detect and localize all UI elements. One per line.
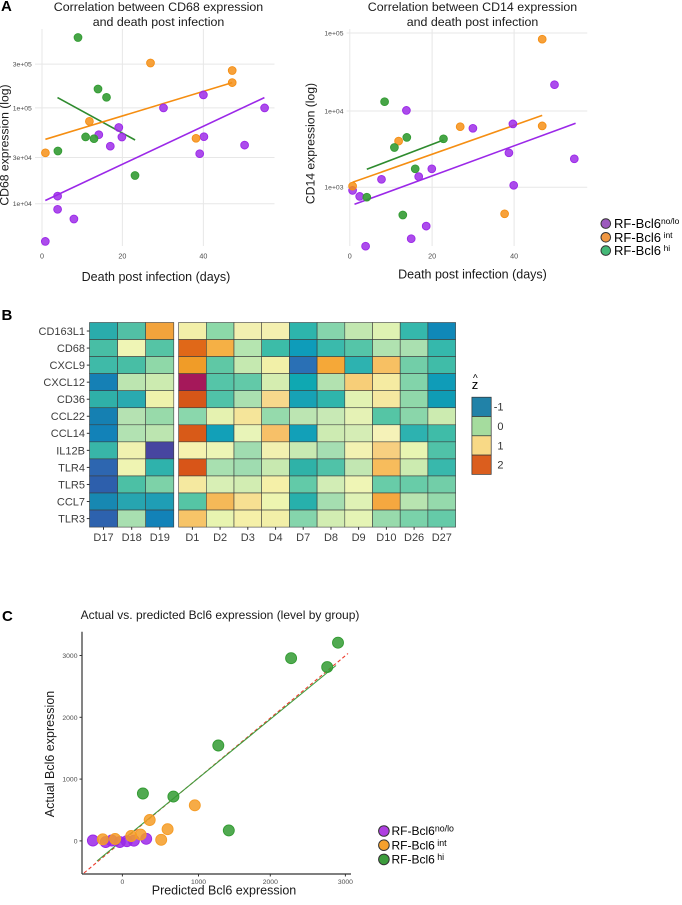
svg-text:3000: 3000 xyxy=(338,879,353,886)
svg-text:2000: 2000 xyxy=(62,715,77,722)
svg-text:Death post infection (days): Death post infection (days) xyxy=(82,270,231,284)
svg-text:0: 0 xyxy=(40,251,44,260)
svg-text:and death post infection: and death post infection xyxy=(93,15,225,29)
svg-text:CCL22: CCL22 xyxy=(51,411,85,423)
svg-text:D26: D26 xyxy=(404,532,424,544)
svg-text:1e+05: 1e+05 xyxy=(324,30,343,37)
svg-text:D3: D3 xyxy=(241,532,255,544)
svg-text:3000: 3000 xyxy=(62,653,77,660)
svg-text:1e+04: 1e+04 xyxy=(324,108,343,115)
svg-text:D7: D7 xyxy=(296,532,310,544)
svg-text:1e+04: 1e+04 xyxy=(13,201,32,208)
svg-text:Correlation between CD68 expre: Correlation between CD68 expression xyxy=(54,0,263,14)
svg-text:CD163L1: CD163L1 xyxy=(39,326,85,338)
svg-text:20: 20 xyxy=(428,251,436,260)
svg-text:D10: D10 xyxy=(376,532,396,544)
svg-text:CCL14: CCL14 xyxy=(51,428,85,440)
svg-text:IL12B: IL12B xyxy=(56,445,85,457)
svg-text:-1: -1 xyxy=(494,402,504,414)
svg-text:0: 0 xyxy=(74,838,78,845)
svg-text:A: A xyxy=(1,0,12,15)
svg-text:D19: D19 xyxy=(150,532,170,544)
svg-text:2000: 2000 xyxy=(263,879,278,886)
svg-text:TLR3: TLR3 xyxy=(58,513,85,525)
svg-text:3e+04: 3e+04 xyxy=(13,155,32,162)
svg-text:D4: D4 xyxy=(269,532,283,544)
svg-text:D27: D27 xyxy=(432,532,452,544)
svg-text:Death post infection (days): Death post infection (days) xyxy=(398,268,547,282)
svg-text:C: C xyxy=(2,608,13,625)
svg-text:1000: 1000 xyxy=(191,879,206,886)
svg-text:CXCL9: CXCL9 xyxy=(50,360,85,372)
svg-text:and death post infection: and death post infection xyxy=(407,15,539,29)
svg-text:40: 40 xyxy=(199,251,207,260)
svg-text:RF-Bcl6 hi: RF-Bcl6 hi xyxy=(614,243,670,258)
svg-text:^: ^ xyxy=(473,374,478,385)
svg-text:Actual vs. predicted Bcl6 expr: Actual vs. predicted Bcl6 expression (le… xyxy=(81,608,360,622)
svg-text:3e+05: 3e+05 xyxy=(13,62,32,69)
svg-text:2: 2 xyxy=(497,460,503,472)
svg-text:D1: D1 xyxy=(185,532,199,544)
svg-text:CCL7: CCL7 xyxy=(57,496,85,508)
svg-text:CD36: CD36 xyxy=(57,394,85,406)
svg-text:0: 0 xyxy=(121,879,125,886)
svg-text:20: 20 xyxy=(118,251,126,260)
svg-text:D9: D9 xyxy=(352,532,366,544)
svg-text:z: z xyxy=(472,377,479,392)
svg-text:Actual Bcl6 expression: Actual Bcl6 expression xyxy=(43,691,57,818)
svg-text:TLR5: TLR5 xyxy=(58,479,85,491)
svg-text:CD14 expression (log): CD14 expression (log) xyxy=(304,83,318,204)
svg-text:D18: D18 xyxy=(122,532,142,544)
svg-text:D17: D17 xyxy=(93,532,113,544)
svg-text:Predicted Bcl6 expression: Predicted Bcl6 expression xyxy=(152,884,297,898)
svg-text:RF-Bcl6 int: RF-Bcl6 int xyxy=(614,230,673,245)
svg-text:CD68: CD68 xyxy=(57,343,85,355)
svg-text:CD68 expression (log): CD68 expression (log) xyxy=(0,84,12,205)
svg-text:TLR4: TLR4 xyxy=(58,462,85,474)
svg-text:1e+05: 1e+05 xyxy=(13,105,32,112)
svg-text:40: 40 xyxy=(510,251,518,260)
svg-text:1: 1 xyxy=(497,440,503,452)
svg-text:RF-Bcl6 int: RF-Bcl6 int xyxy=(392,838,448,853)
svg-text:Correlation between CD14 expre: Correlation between CD14 expression xyxy=(368,0,577,14)
svg-text:0: 0 xyxy=(348,251,352,260)
svg-text:D2: D2 xyxy=(213,532,227,544)
svg-text:1e+03: 1e+03 xyxy=(324,185,343,192)
svg-text:D8: D8 xyxy=(324,532,338,544)
svg-text:CXCL12: CXCL12 xyxy=(43,377,85,389)
svg-text:RF-Bcl6 hi: RF-Bcl6 hi xyxy=(392,852,445,867)
svg-text:0: 0 xyxy=(497,421,503,433)
svg-text:B: B xyxy=(2,307,13,324)
svg-text:1000: 1000 xyxy=(62,777,77,784)
